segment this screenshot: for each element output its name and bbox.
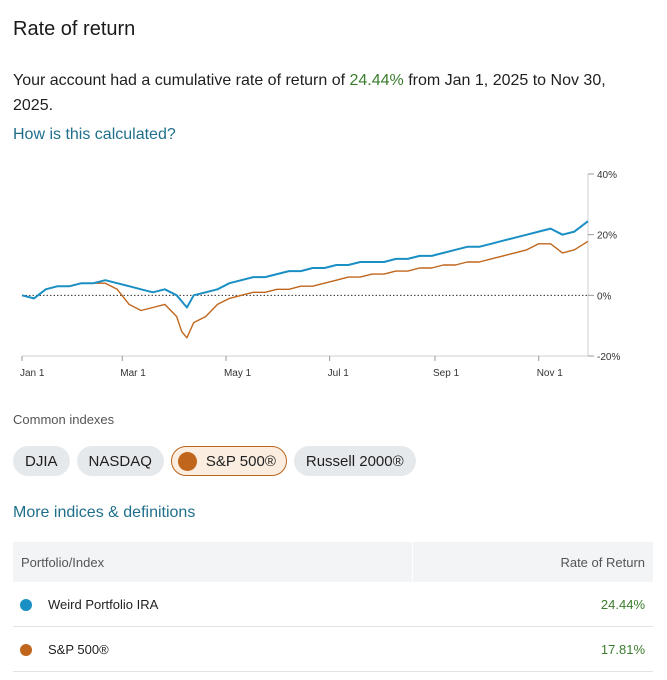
index-chip-nasdaq[interactable]: NASDAQ <box>76 446 164 476</box>
row-value: 17.81% <box>412 626 653 672</box>
row-name: Weird Portfolio IRA <box>48 596 159 612</box>
summary-suffix: from Jan 1, 2025 to Nov 30, 2025. <box>13 72 606 114</box>
table-row: Weird Portfolio IRA 24.44% <box>13 582 653 627</box>
return-summary: Your account had a cumulative rate of re… <box>13 68 633 118</box>
column-header-portfolio: Portfolio/Index <box>13 542 413 582</box>
index-chip-label: S&P 500® <box>205 452 276 470</box>
index-chip-group: DJIA NASDAQ S&P 500® Russell 2000® <box>13 446 416 476</box>
index-chip-label: NASDAQ <box>88 452 152 470</box>
row-name: S&P 500® <box>48 641 109 657</box>
common-indexes-label: Common indexes <box>13 412 115 427</box>
index-chip-djia[interactable]: DJIA <box>13 446 70 476</box>
x-tick-label: May 1 <box>224 368 252 379</box>
table-row: S&P 500® 17.81% <box>13 626 653 672</box>
index-chip-sp500[interactable]: S&P 500® <box>170 446 287 476</box>
summary-prefix: Your account had a cumulative rate of re… <box>13 72 350 89</box>
page-title: Rate of return <box>13 18 136 40</box>
sp500-series-line <box>21 240 589 339</box>
x-tick-label: Sep 1 <box>433 368 460 379</box>
table-header-row: Portfolio/Index Rate of Return <box>13 542 653 582</box>
summary-return-value: 24.44% <box>349 72 404 89</box>
return-chart: 40% 20% 0% -20% Jan 1 Mar 1 May 1 Jul 1 Sep 1 Nov… <box>20 170 620 379</box>
x-tick-label: Mar 1 <box>120 368 146 379</box>
y-tick-label: 20% <box>597 231 617 242</box>
returns-table: Portfolio/Index Rate of Return Weird Por… <box>13 542 653 672</box>
index-chip-label: Russell 2000® <box>305 452 404 470</box>
how-calculated-link[interactable]: How is this calculated? <box>13 126 176 143</box>
y-tick-label: 40% <box>597 170 617 181</box>
sp500-color-swatch-icon <box>20 644 32 657</box>
portfolio-color-swatch-icon <box>20 599 32 612</box>
column-header-rate: Rate of Return <box>412 542 653 582</box>
sp500-color-dot-icon <box>177 451 197 471</box>
portfolio-series-line <box>21 220 589 309</box>
row-value: 24.44% <box>412 582 653 627</box>
y-tick-label: 0% <box>597 291 612 302</box>
index-chip-russell2000[interactable]: Russell 2000® <box>293 446 416 476</box>
x-tick-label: Jan 1 <box>20 368 45 379</box>
x-tick-label: Nov 1 <box>537 368 564 379</box>
x-tick-label: Jul 1 <box>328 368 350 379</box>
more-indices-link[interactable]: More indices & definitions <box>13 504 196 521</box>
index-chip-label: DJIA <box>25 452 58 470</box>
y-tick-label: -20% <box>597 352 620 363</box>
chart-plot-area: 40% 20% 0% -20% Jan 1 Mar 1 May 1 Jul 1 Sep 1 Nov… <box>20 170 620 379</box>
